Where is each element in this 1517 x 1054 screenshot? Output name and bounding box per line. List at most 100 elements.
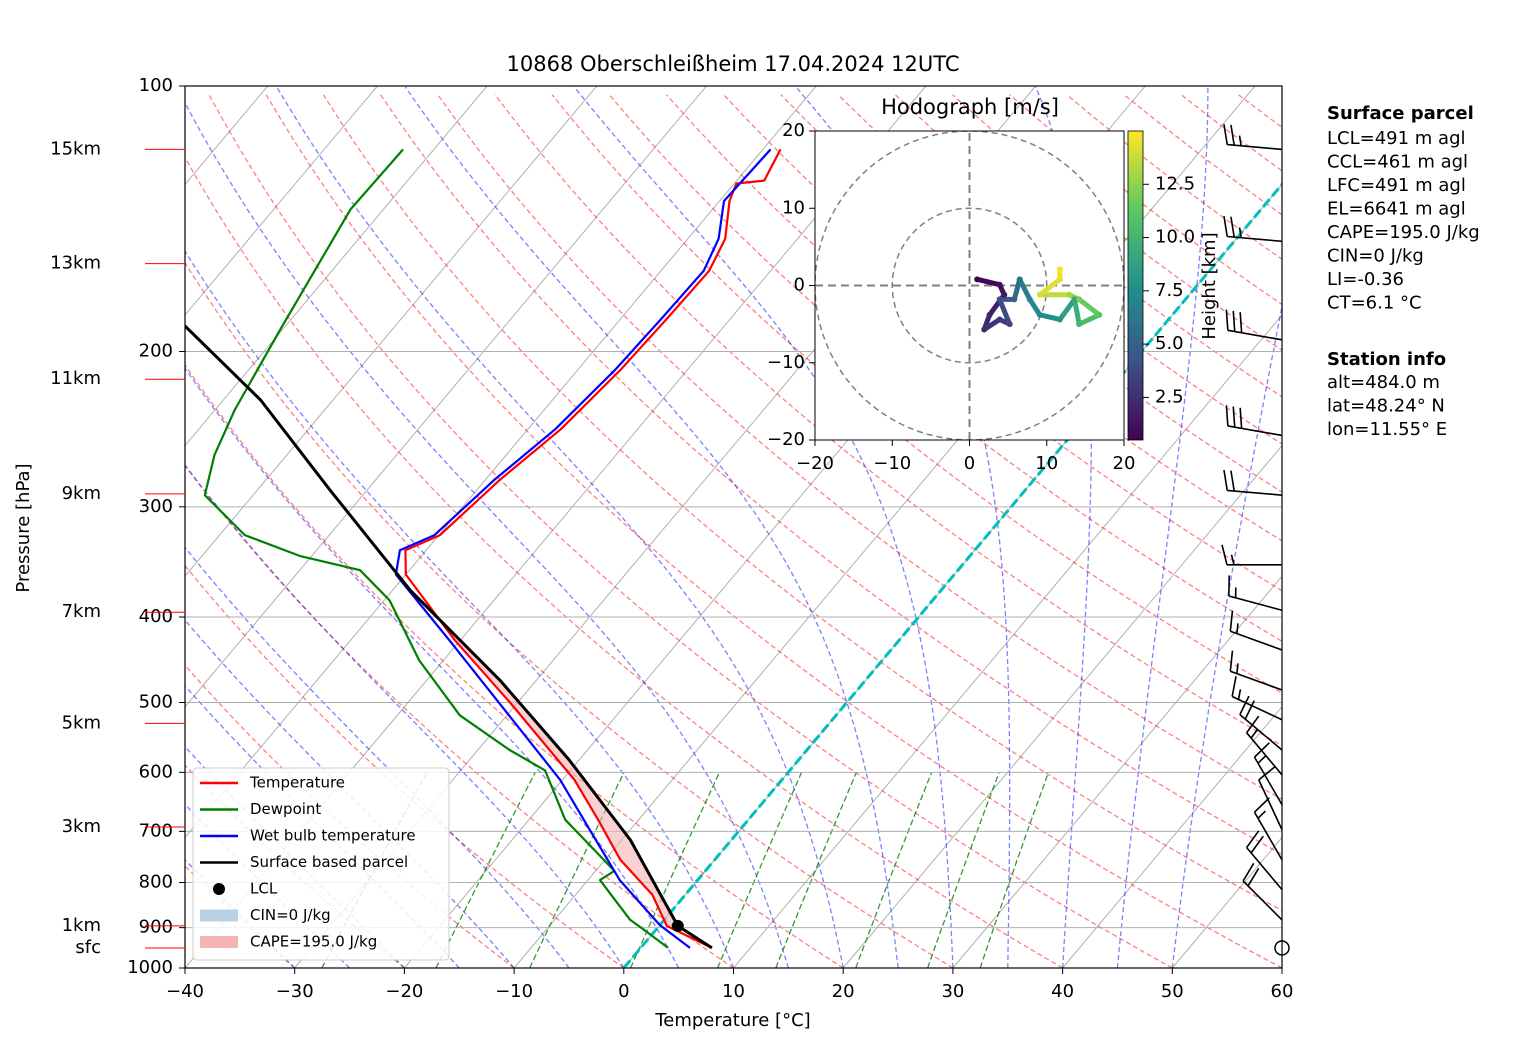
profile-line — [404, 148, 782, 949]
hodograph-point — [1076, 321, 1083, 328]
moist-adiabat — [1171, 303, 1282, 968]
y-axis-label: Pressure [hPa] — [13, 463, 34, 592]
hodograph-y-tick-label: 10 — [782, 197, 805, 218]
dry-adiabat — [1009, 94, 1282, 306]
moist-adiabat — [404, 86, 899, 968]
dry-adiabat — [322, 94, 1282, 912]
hodograph-point — [1071, 296, 1078, 303]
dry-adiabat — [1066, 94, 1282, 260]
profile-line — [203, 148, 669, 949]
hodograph-plot — [815, 131, 1124, 440]
hodograph-point — [1056, 276, 1063, 283]
wind-barb — [1258, 766, 1283, 831]
dry-adiabat — [437, 94, 1282, 801]
legend-label: Dewpoint — [250, 800, 321, 818]
legend-box — [192, 767, 450, 961]
info-line: CIN=0 J/kg — [1327, 246, 1424, 267]
hodograph-point — [1076, 296, 1083, 303]
x-axis-label: Temperature [°C] — [654, 1010, 810, 1031]
info-line: EL=6641 m agl — [1327, 199, 1466, 220]
wind-barb — [1239, 695, 1283, 751]
hodograph-segment — [974, 276, 1003, 288]
height-label: 3km — [62, 816, 101, 837]
info-line: lat=48.24° N — [1327, 396, 1445, 417]
lcl-point — [671, 919, 684, 932]
dry-adiabat — [723, 94, 1282, 542]
colorbar-label: Height [km] — [1199, 232, 1220, 339]
wind-barb-calm — [1274, 940, 1290, 956]
legend-label: Temperature — [249, 774, 345, 792]
axes: −40 −30 −20 −10 0 10 20 30 40 50 60100200300400500… — [50, 75, 1293, 1002]
info-panel: Surface parcel Station info LCL=491 m ag… — [1327, 103, 1480, 440]
cape-area — [440, 621, 678, 926]
isotherm — [733, 314, 1282, 968]
height-label: 9km — [62, 483, 101, 504]
hodograph-point — [1036, 311, 1043, 318]
profiles — [185, 148, 782, 950]
hodograph-x-tick-label: 10 — [1035, 453, 1058, 474]
legend-label: CIN=0 J/kg — [250, 906, 331, 924]
hodograph-point — [981, 326, 988, 333]
wind-barbs — [1221, 124, 1290, 956]
legend-patch — [200, 909, 238, 922]
isotherm — [952, 575, 1282, 968]
hodograph-background — [815, 131, 1124, 440]
hodograph-point — [1016, 276, 1023, 283]
wind-barb — [1225, 309, 1283, 341]
y-tick-label: 600 — [139, 761, 173, 782]
y-tick-label: 500 — [139, 691, 173, 712]
isotherm — [185, 86, 488, 447]
profile-line — [394, 148, 772, 949]
colorbar-tick-label: 12.5 — [1155, 173, 1195, 194]
isotherm — [1062, 706, 1282, 968]
wind-barb — [1228, 575, 1283, 612]
legend-label: Surface based parcel — [250, 853, 408, 871]
isotherm — [185, 86, 598, 577]
y-tick-label: 700 — [139, 820, 173, 841]
moist-adiabat — [185, 463, 625, 968]
hodograph-point — [1026, 296, 1033, 303]
info-line: LI=-0.36 — [1327, 269, 1404, 290]
moist-adiabat — [1035, 86, 1092, 968]
height-label: 15km — [50, 138, 101, 159]
hodograph-segment — [1037, 312, 1063, 322]
hodograph-x-tick-label: −10 — [873, 453, 911, 474]
moist-adiabat — [185, 101, 790, 968]
height-label: 1km — [62, 915, 101, 936]
wind-barb — [1253, 742, 1283, 806]
legend: Temperature Dewpoint Wet bulb temperature S… — [192, 767, 450, 961]
y-tick-label: 100 — [139, 75, 173, 96]
hodograph-y-tick-label: 20 — [782, 120, 805, 141]
height-label: 7km — [62, 601, 101, 622]
x-tick-label: 10 — [722, 981, 745, 1002]
hodograph-segment — [1076, 312, 1102, 327]
info-heading: Station info — [1327, 349, 1446, 370]
height-label: 5km — [62, 712, 101, 733]
wind-barb — [1229, 610, 1283, 651]
hodograph-segment — [1072, 296, 1082, 327]
dry-adiabat — [666, 94, 1282, 592]
hodograph-x-tick-label: −20 — [796, 453, 834, 474]
legend-label: Wet bulb temperature — [250, 827, 416, 845]
y-tick-label: 1000 — [127, 957, 173, 978]
colorbar-tick-label: 2.5 — [1155, 386, 1184, 407]
legend-patch — [200, 936, 238, 948]
x-tick-label: 30 — [941, 981, 964, 1002]
colorbar-tick-label: 7.5 — [1155, 280, 1184, 301]
info-heading: Surface parcel — [1327, 103, 1474, 124]
hodograph-point — [996, 296, 1003, 303]
x-tick-label: −20 — [385, 981, 423, 1002]
x-tick-label: 0 — [618, 981, 629, 1002]
hodograph-segment — [1037, 276, 1063, 298]
wind-barb — [1221, 544, 1283, 566]
info-line: CT=6.1 °C — [1327, 293, 1422, 314]
dry-adiabat — [185, 156, 1063, 968]
hodograph-title: Hodograph [m/s] — [881, 95, 1059, 119]
legend-label: CAPE=195.0 J/kg — [250, 933, 377, 951]
wind-barb — [1223, 124, 1283, 151]
x-tick-label: 50 — [1161, 981, 1184, 1002]
colorbar-tick-label: 10.0 — [1155, 227, 1195, 248]
moist-adiabat — [185, 250, 735, 968]
legend-label: LCL — [250, 880, 278, 898]
